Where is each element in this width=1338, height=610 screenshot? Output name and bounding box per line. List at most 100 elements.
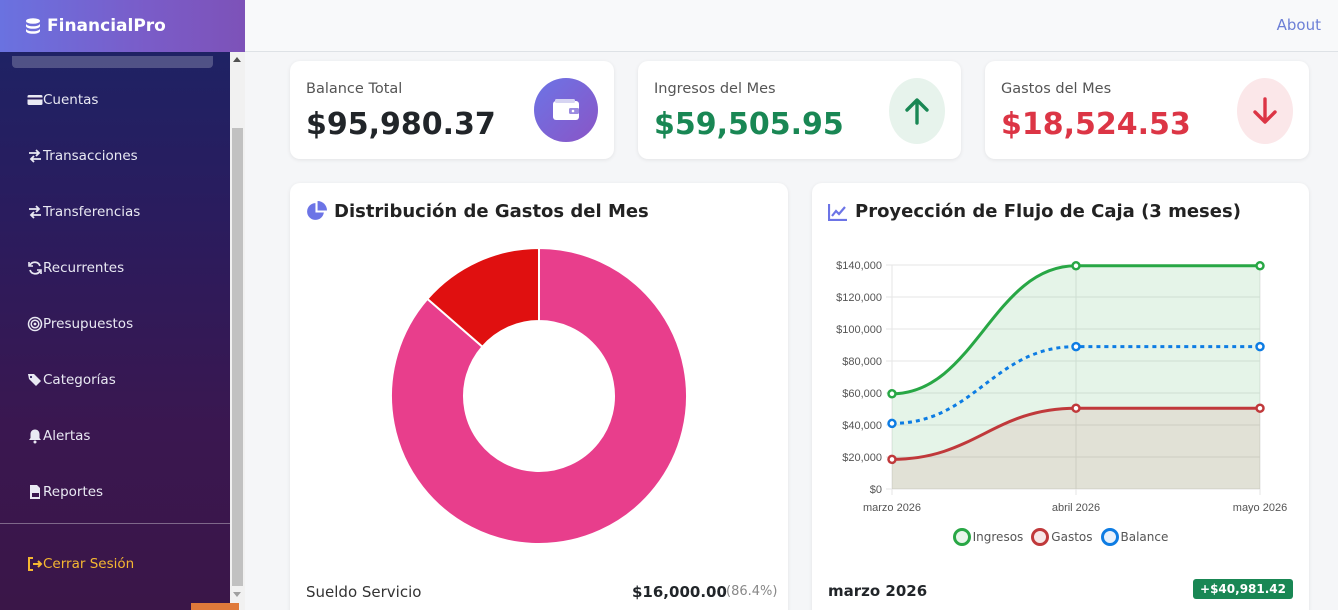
credit-card-icon (27, 95, 43, 105)
sidebar-scrollbar-thumb[interactable] (232, 128, 243, 586)
arrow-up-icon (889, 78, 945, 144)
bell-icon (29, 429, 41, 444)
sidebar-item-label: Cuentas (43, 92, 99, 108)
legend-item-balance[interactable]: Balance (1100, 528, 1169, 546)
brand-name: FinancialPro (47, 16, 166, 36)
donut-slice[interactable] (390, 246, 688, 545)
data-point[interactable] (1071, 261, 1081, 271)
line-chart-icon (828, 203, 847, 221)
x-tick-label: abril 2026 (1052, 502, 1100, 514)
expense-value: $18,524.53 (1001, 107, 1191, 142)
balance-card: Balance Total $95,980.37 (290, 61, 614, 159)
expense-distribution-panel: Distribución de Gastos del Mes Sueldo Se… (290, 183, 788, 610)
y-tick-label: $80,000 (842, 356, 882, 368)
sidebar-divider (0, 523, 230, 524)
sidebar-item-recurrentes[interactable]: Recurrentes (0, 240, 230, 296)
projection-title-text: Proyección de Flujo de Caja (3 meses) (855, 201, 1241, 222)
sidebar-item-label: Presupuestos (43, 316, 134, 332)
about-link[interactable]: About (1276, 16, 1321, 34)
sidebar-item-label: Categorías (43, 372, 116, 388)
sidebar-item-categorias[interactable]: Categorías (0, 352, 230, 408)
x-tick-label: mayo 2026 (1233, 502, 1287, 514)
sidebar-item-label: Transacciones (43, 148, 138, 164)
legend-label: Ingresos (972, 530, 1024, 544)
arrow-down-icon (1237, 78, 1293, 144)
y-tick-label: $100,000 (836, 324, 882, 336)
target-icon (27, 316, 43, 332)
income-label: Ingresos del Mes (654, 81, 776, 97)
sidebar-nav: Cuentas Transacciones Transferencias Rec… (0, 72, 230, 520)
sidebar-item-transacciones[interactable]: Transacciones (0, 128, 230, 184)
pdf-file-icon (30, 485, 40, 499)
series-line (891, 264, 1260, 396)
coins-icon (26, 18, 40, 34)
exchange-icon (29, 205, 41, 219)
y-tick-label: $120,000 (836, 292, 882, 304)
sidebar-item-alertas[interactable]: Alertas (0, 408, 230, 464)
scroll-down-arrow-icon[interactable] (233, 592, 241, 597)
sidebar-item-label: Reportes (43, 484, 104, 500)
y-tick-label: $40,000 (842, 420, 882, 432)
line-chart: $0 $20,000 $40,000 $60,000 $80,000 $100,000 $1… (836, 260, 1287, 514)
series-area (892, 408, 1260, 489)
legend-item-ingresos[interactable]: Ingresos (952, 528, 1024, 546)
legend-label: Gastos (1051, 530, 1093, 544)
balance-value: $95,980.37 (306, 107, 496, 142)
data-point[interactable] (1255, 261, 1265, 271)
expense-card: Gastos del Mes $18,524.53 (985, 61, 1309, 159)
scroll-up-arrow-icon[interactable] (233, 57, 241, 62)
sidebar-item-label: Transferencias (43, 204, 141, 220)
donut-panel-title: Distribución de Gastos del Mes (306, 201, 649, 222)
projection-month: marzo 2026 (828, 582, 928, 600)
bottom-accent-bar (191, 603, 239, 610)
main-scrollbar[interactable] (1322, 53, 1338, 610)
sidebar-item-cuentas[interactable]: Cuentas (0, 72, 230, 128)
expense-label: Gastos del Mes (1001, 81, 1112, 97)
logout-label: Cerrar Sesión (43, 556, 135, 572)
data-point[interactable] (887, 389, 897, 399)
donut-chart (390, 246, 688, 545)
sidebar-item-label: Recurrentes (43, 260, 125, 276)
income-value: $59,505.95 (654, 107, 844, 142)
donut-row-amount: $16,000.00 (632, 583, 727, 601)
y-tick-label: $20,000 (842, 452, 882, 464)
legend-label: Balance (1120, 530, 1169, 544)
sidebar-search-box[interactable] (12, 56, 213, 68)
tags-icon (28, 374, 41, 386)
chart-legend: Ingresos Gastos Balance (812, 528, 1309, 546)
donut-title-text: Distribución de Gastos del Mes (334, 201, 649, 222)
cashflow-projection-panel: Proyección de Flujo de Caja (3 meses) $0… (812, 183, 1309, 610)
logout-link[interactable]: Cerrar Sesión (27, 556, 134, 572)
donut-row-label: Sueldo Servicio (306, 583, 422, 601)
projection-balance-badge: +$40,981.42 (1193, 579, 1293, 599)
legend-swatch (1100, 528, 1119, 546)
balance-label: Balance Total (306, 81, 403, 97)
donut-slice[interactable] (425, 246, 540, 349)
income-card: Ingresos del Mes $59,505.95 (638, 61, 961, 159)
data-point[interactable] (887, 454, 897, 465)
wallet-icon (534, 78, 598, 142)
data-point[interactable] (1071, 341, 1081, 352)
data-point[interactable] (1071, 403, 1081, 413)
data-point[interactable] (1255, 341, 1265, 352)
sidebar: Cuentas Transacciones Transferencias Rec… (0, 0, 230, 610)
x-tick-label: marzo 2026 (863, 502, 921, 514)
top-navbar: About (245, 0, 1338, 52)
data-point[interactable] (1255, 403, 1265, 413)
donut-row-percent: (86.4%) (726, 584, 778, 599)
legend-item-gastos[interactable]: Gastos (1031, 528, 1093, 546)
legend-swatch (952, 528, 971, 546)
y-tick-label: $0 (870, 484, 882, 496)
sync-icon (28, 261, 42, 275)
y-tick-label: $140,000 (836, 260, 882, 272)
sidebar-item-reportes[interactable]: Reportes (0, 464, 230, 520)
sidebar-item-label: Alertas (43, 428, 91, 444)
legend-swatch (1031, 528, 1050, 546)
exchange-icon (29, 149, 41, 163)
sidebar-item-transferencias[interactable]: Transferencias (0, 184, 230, 240)
sidebar-item-presupuestos[interactable]: Presupuestos (0, 296, 230, 352)
y-tick-label: $60,000 (842, 388, 882, 400)
pie-chart-icon (307, 201, 327, 220)
brand-logo[interactable]: FinancialPro (0, 0, 245, 52)
data-point[interactable] (887, 418, 897, 429)
